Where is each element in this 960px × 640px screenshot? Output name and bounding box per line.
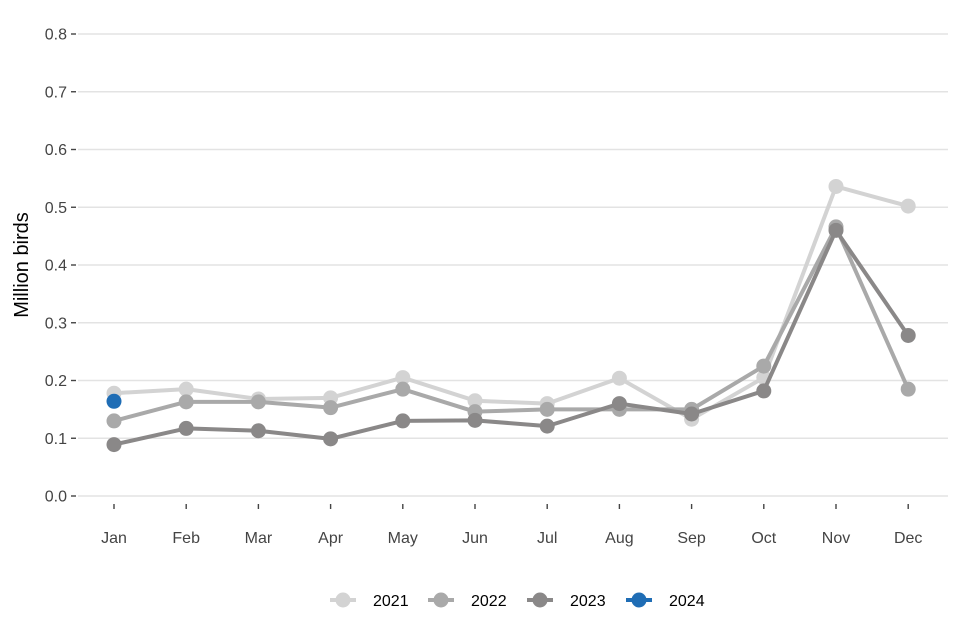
legend-label: 2021: [373, 593, 409, 610]
legend-item-2023: 2023: [527, 592, 606, 610]
legend-label: 2022: [471, 593, 507, 610]
data-point-2023-sep: [684, 406, 700, 422]
y-tick-label: 0.4: [45, 258, 67, 275]
x-tick-label: Jun: [462, 530, 488, 547]
x-axis: Jan Feb Mar Apr May Jun Jul Aug Sep Oct Nov Dec: [101, 504, 922, 547]
series-lines: [106, 178, 916, 453]
legend-label: 2024: [669, 593, 705, 610]
data-point-2023-dec: [900, 327, 916, 343]
data-point-2023-apr: [323, 431, 339, 447]
data-point-2021-feb: [178, 381, 194, 397]
x-tick-label: Jul: [537, 530, 557, 547]
y-tick-label: 0.7: [45, 84, 67, 101]
series-line-2021: [112, 184, 911, 422]
series-2021: [106, 178, 916, 427]
y-tick-label: 0.5: [45, 200, 67, 217]
data-point-2023-nov: [828, 222, 844, 238]
data-point-2023-jan: [106, 437, 122, 453]
x-tick-label: Feb: [172, 530, 200, 547]
data-point-2022-dec: [900, 381, 916, 397]
legend-item-2022: 2022: [428, 592, 507, 610]
data-point-2021-may: [395, 370, 411, 386]
legend: 2021 2022 2023 2024: [330, 592, 705, 610]
data-point-2021-nov: [828, 178, 844, 194]
data-point-2023-aug: [611, 396, 627, 412]
legend-item-2021: 2021: [330, 592, 409, 610]
data-point-2024-jan: [106, 393, 122, 409]
y-tick-label: 0.0: [45, 489, 67, 506]
x-tick-label: Nov: [822, 530, 850, 547]
data-point-2022-feb: [178, 394, 194, 410]
data-point-2022-oct: [756, 358, 772, 374]
data-point-2023-may: [395, 413, 411, 429]
data-point-2022-jul: [539, 401, 555, 417]
legend-swatch-marker: [532, 592, 548, 608]
x-tick-label: Sep: [677, 530, 706, 547]
gridlines: [78, 33, 948, 497]
series-2024: [106, 393, 122, 409]
series-line-2022: [112, 224, 911, 423]
data-point-2022-mar: [250, 394, 266, 410]
data-point-2023-feb: [178, 420, 194, 436]
legend-item-2024: 2024: [626, 592, 705, 610]
x-tick-label: Oct: [751, 530, 776, 547]
legend-swatch-marker: [335, 592, 351, 608]
y-tick-label: 0.8: [45, 27, 67, 44]
data-point-2021-aug: [611, 370, 627, 386]
data-point-2022-may: [395, 381, 411, 397]
data-point-2022-apr: [323, 400, 339, 416]
series-2023: [106, 222, 916, 453]
data-point-2022-jan: [106, 413, 122, 429]
data-point-2023-oct: [756, 383, 772, 399]
x-tick-label: Jan: [101, 530, 127, 547]
data-point-2023-jun: [467, 412, 483, 428]
legend-label: 2023: [570, 593, 606, 610]
data-point-2021-dec: [900, 198, 916, 214]
y-tick-label: 0.6: [45, 142, 67, 159]
data-point-2023-mar: [250, 423, 266, 439]
legend-swatch-marker: [631, 592, 647, 608]
data-point-2021-jun: [467, 393, 483, 409]
x-tick-label: Apr: [318, 530, 344, 547]
data-point-2023-jul: [539, 418, 555, 434]
x-tick-label: May: [388, 530, 418, 547]
y-tick-label: 0.3: [45, 315, 67, 332]
y-tick-label: 0.1: [45, 431, 67, 448]
series-line-2023: [112, 228, 911, 447]
y-tick-label: 0.2: [45, 373, 67, 390]
y-axis: 0.0 0.1 0.2 0.3 0.4 0.5 0.6 0.7 0.8: [45, 27, 76, 506]
y-axis-title: Million birds: [11, 212, 33, 318]
x-tick-label: Mar: [245, 530, 273, 547]
x-tick-label: Dec: [894, 530, 922, 547]
legend-swatch-marker: [433, 592, 449, 608]
x-tick-label: Aug: [605, 530, 633, 547]
